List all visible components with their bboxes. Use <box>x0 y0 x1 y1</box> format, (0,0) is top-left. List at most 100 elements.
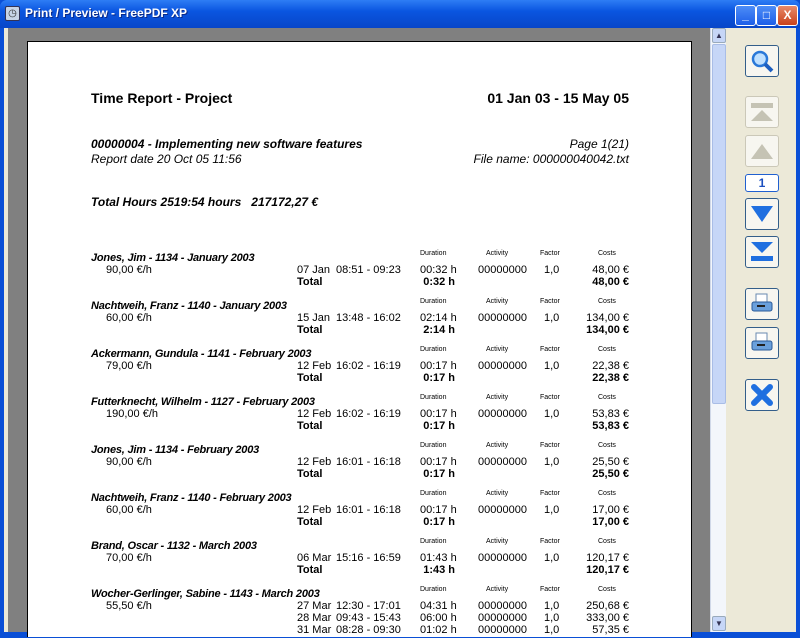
close-preview-button[interactable] <box>745 379 779 411</box>
employee-name: Jones, Jim - 1134 - January 2003 <box>91 252 255 264</box>
entry-date: 12 Feb <box>297 456 332 468</box>
entry-date: 31 Mar <box>297 624 332 636</box>
window-title: Print / Preview - FreePDF XP <box>25 6 188 20</box>
zoom-button[interactable] <box>745 45 779 77</box>
last-page-button[interactable] <box>745 236 779 268</box>
vertical-scrollbar[interactable]: ▲ ▼ <box>710 28 726 632</box>
total-label: Total <box>297 516 323 528</box>
total-duration: 0:17 h <box>423 420 455 432</box>
activity-header: Activity <box>486 250 509 257</box>
activity-header: Activity <box>486 346 509 353</box>
total-cost: 53,83 € <box>592 420 629 432</box>
entry-duration: 06:00 h <box>420 612 457 624</box>
total-duration: 0:17 h <box>423 516 455 528</box>
entry-cost: 48,00 € <box>592 264 629 276</box>
hourly-rate: 55,50 €/h <box>106 600 152 612</box>
entry-activity: 00000000 <box>478 456 527 468</box>
activity-header: Activity <box>486 490 509 497</box>
triangle-up-icon <box>751 144 773 159</box>
minimize-button[interactable]: _ <box>735 5 756 26</box>
total-label: Total <box>297 564 323 576</box>
last-page-icon <box>751 242 773 261</box>
total-cost: 48,00 € <box>592 276 629 288</box>
entry-factor: 1,0 <box>544 612 560 624</box>
factor-header: Factor <box>540 298 560 305</box>
title-bar: ◷ Print / Preview - FreePDF XP _ □ X <box>0 0 800 28</box>
client-area: Time Report - Project 01 Jan 03 - 15 May… <box>4 28 796 637</box>
previous-page-button[interactable] <box>745 135 779 167</box>
entry-factor: 1,0 <box>544 312 560 324</box>
duration-header: Duration <box>420 346 447 353</box>
entry-cost: 17,00 € <box>592 504 629 516</box>
entry-factor: 1,0 <box>544 360 560 372</box>
entry-factor: 1,0 <box>544 624 560 636</box>
activity-header: Activity <box>486 586 509 593</box>
costs-header: Costs <box>598 442 616 449</box>
entry-date: 28 Mar <box>297 612 332 624</box>
triangle-down-icon <box>751 206 773 222</box>
hourly-rate: 70,00 €/h <box>106 552 152 564</box>
employee-name: Jones, Jim - 1134 - February 2003 <box>91 444 260 456</box>
total-cost: 17,00 € <box>592 516 629 528</box>
hourly-rate: 79,00 €/h <box>106 360 152 372</box>
entry-activity: 00000000 <box>478 408 527 420</box>
factor-header: Factor <box>540 250 560 257</box>
entry-activity: 00000000 <box>478 612 527 624</box>
factor-header: Factor <box>540 490 560 497</box>
entry-cost: 25,50 € <box>592 456 629 468</box>
close-x-icon <box>751 384 773 406</box>
scroll-up-arrow-icon[interactable]: ▲ <box>712 28 726 43</box>
duration-header: Duration <box>420 442 447 449</box>
page-number-field[interactable]: 1 <box>745 174 779 192</box>
total-label: Total <box>297 420 323 432</box>
costs-header: Costs <box>598 298 616 305</box>
entry-duration: 00:17 h <box>420 504 457 516</box>
entry-factor: 1,0 <box>544 600 560 612</box>
maximize-button[interactable]: □ <box>756 5 777 26</box>
next-page-button[interactable] <box>745 198 779 230</box>
total-cost: 22,38 € <box>592 372 629 384</box>
total-cost: 25,50 € <box>592 468 629 480</box>
total-label: Total <box>297 372 323 384</box>
entry-cost: 134,00 € <box>586 312 629 324</box>
employee-name: Nachtweih, Franz - 1140 - February 2003 <box>91 492 292 504</box>
entry-activity: 00000000 <box>478 600 527 612</box>
entry-time: 08:51 - 09:23 <box>336 264 401 276</box>
print-setup-button[interactable] <box>745 327 779 359</box>
report-title: Time Report - Project <box>91 90 233 106</box>
total-duration: 2:14 h <box>423 324 455 336</box>
entry-time: 16:02 - 16:19 <box>336 360 401 372</box>
first-page-button[interactable] <box>745 96 779 128</box>
entry-activity: 00000000 <box>478 312 527 324</box>
total-label: Total <box>297 324 323 336</box>
report-page: Time Report - Project 01 Jan 03 - 15 May… <box>27 41 692 637</box>
duration-header: Duration <box>420 490 447 497</box>
entry-duration: 02:14 h <box>420 312 457 324</box>
close-window-button[interactable]: X <box>777 5 798 26</box>
report-date: Report date 20 Oct 05 11:56 <box>91 152 242 166</box>
printer-icon <box>751 332 773 351</box>
entry-cost: 22,38 € <box>592 360 629 372</box>
entry-cost: 250,68 € <box>586 600 629 612</box>
duration-header: Duration <box>420 538 447 545</box>
entry-time: 13:48 - 16:02 <box>336 312 401 324</box>
date-range: 01 Jan 03 - 15 May 05 <box>487 90 629 106</box>
duration-header: Duration <box>420 394 447 401</box>
entry-time: 08:28 - 09:30 <box>336 624 401 636</box>
print-button[interactable] <box>745 288 779 320</box>
hourly-rate: 60,00 €/h <box>106 504 152 516</box>
entry-cost: 57,35 € <box>592 624 629 636</box>
duration-header: Duration <box>420 250 447 257</box>
costs-header: Costs <box>598 586 616 593</box>
total-cost: 134,00 € <box>586 324 629 336</box>
total-duration: 0:32 h <box>423 276 455 288</box>
entry-activity: 00000000 <box>478 264 527 276</box>
magnifier-icon <box>751 50 774 73</box>
hourly-rate: 190,00 €/h <box>106 408 158 420</box>
scroll-down-arrow-icon[interactable]: ▼ <box>712 616 726 631</box>
entry-factor: 1,0 <box>544 552 560 564</box>
entry-factor: 1,0 <box>544 504 560 516</box>
entry-duration: 00:17 h <box>420 456 457 468</box>
scroll-thumb[interactable] <box>712 44 726 404</box>
employee-name: Ackermann, Gundula - 1141 - February 200… <box>91 348 312 360</box>
